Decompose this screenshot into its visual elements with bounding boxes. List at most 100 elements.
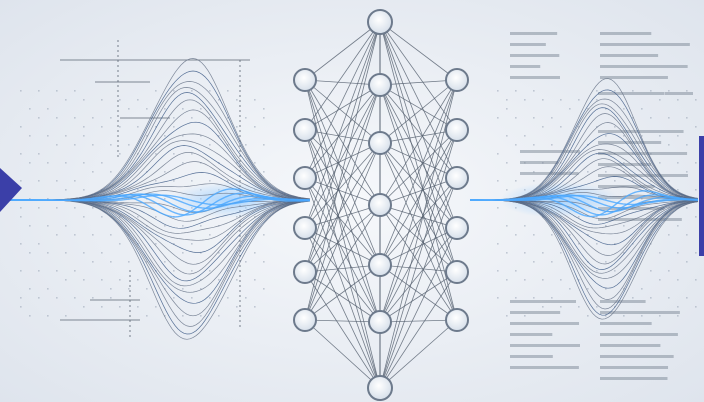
dot [506,225,508,227]
dot [497,117,499,119]
dot [119,243,121,245]
dot [182,315,184,317]
dot [686,171,688,173]
dot [20,270,22,272]
dot [200,225,202,227]
dot [650,297,652,299]
dot [38,207,40,209]
dot [101,99,103,101]
node [294,261,316,283]
dot [650,117,652,119]
dot [83,189,85,191]
dot [551,234,553,236]
node [369,194,391,216]
dot [191,297,193,299]
dot [65,225,67,227]
text-line [600,366,668,369]
node [369,74,391,96]
text-line [510,333,552,336]
dot [569,288,571,290]
dot [110,288,112,290]
dot [506,108,508,110]
dot [92,297,94,299]
dot [587,288,589,290]
text-line [598,92,665,95]
dot [533,297,535,299]
dot [101,126,103,128]
dot [614,90,616,92]
dot [146,288,148,290]
dot [497,90,499,92]
dot [128,288,130,290]
dot [254,126,256,128]
node [294,167,316,189]
dot [596,99,598,101]
dot [155,243,157,245]
dot [686,261,688,263]
dot [632,90,634,92]
dot [173,90,175,92]
dot [209,234,211,236]
dot [191,243,193,245]
text-line [510,300,576,303]
dot [101,252,103,254]
dot [506,279,508,281]
dot [38,297,40,299]
dot [101,306,103,308]
dot [605,171,607,173]
dot [578,99,580,101]
dot [101,279,103,281]
node [446,217,468,239]
node [368,376,392,400]
dot [20,216,22,218]
dot [110,297,112,299]
dot [686,207,688,209]
node [369,132,391,154]
dot [560,252,562,254]
node [294,217,316,239]
dot [515,90,517,92]
dot [137,189,139,191]
dot [569,234,571,236]
dot [101,216,103,218]
dot [245,144,247,146]
dot [524,99,526,101]
text-line [510,65,540,68]
dot [65,99,67,101]
dot [605,261,607,263]
dot [677,252,679,254]
illustration [0,0,704,402]
dot [686,234,688,236]
dot [497,243,499,245]
dot [254,99,256,101]
dot [191,270,193,272]
dot [209,90,211,92]
dot [623,108,625,110]
text-line [510,32,557,35]
dot [668,144,670,146]
dot [533,180,535,182]
dot [263,144,265,146]
text-line [600,65,688,68]
dot [209,117,211,119]
dot [56,180,58,182]
node [369,311,391,333]
dot [659,99,661,101]
dot [524,135,526,137]
dot [128,108,130,110]
text-line [510,322,579,325]
dot [47,162,49,164]
node [294,119,316,141]
page: (() => { const data = JSON.parse(documen… [0,0,704,402]
dot [254,279,256,281]
dot [695,279,697,281]
dot [263,117,265,119]
dot [74,297,76,299]
dot [83,99,85,101]
dot [515,117,517,119]
dot [227,90,229,92]
dot [524,279,526,281]
dot [587,171,589,173]
text-line [598,218,682,221]
text-line [510,355,553,358]
